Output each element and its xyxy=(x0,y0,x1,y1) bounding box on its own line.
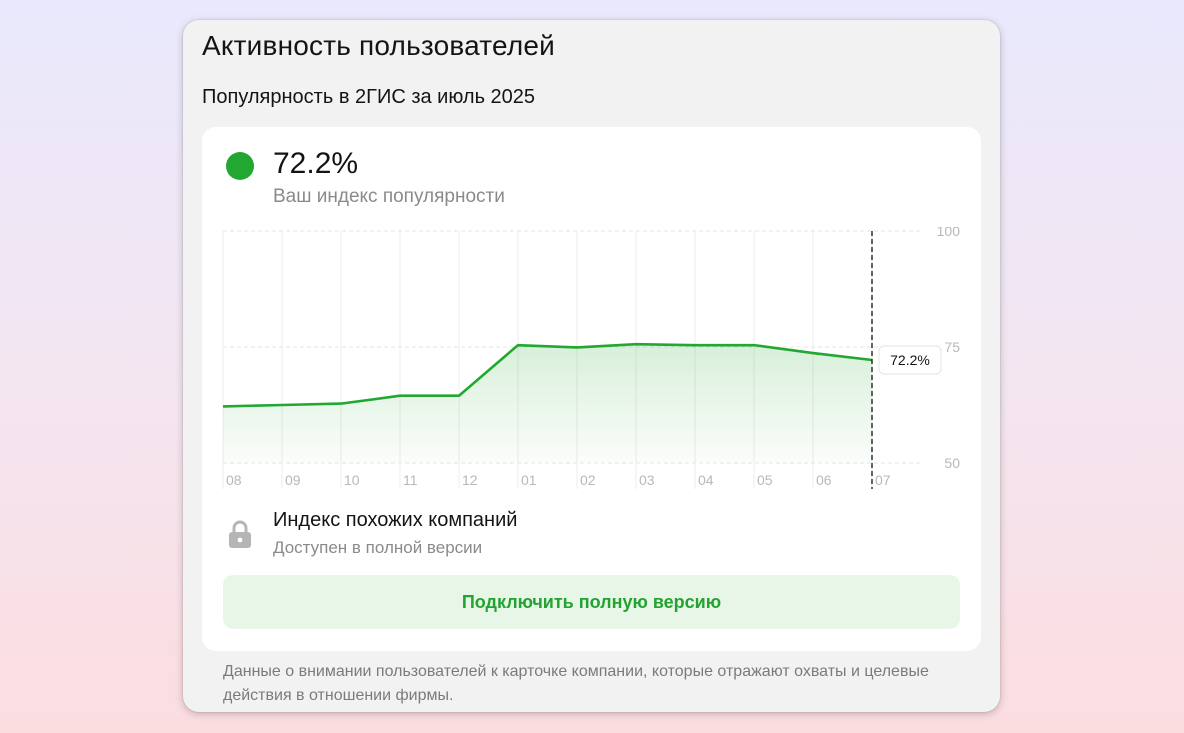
popularity-caption: Ваш индекс популярности xyxy=(273,186,505,207)
chart-ytick-label: 100 xyxy=(937,227,961,239)
panel-title: Активность пользователей xyxy=(202,30,555,61)
chart-xtick-label: 06 xyxy=(816,472,832,488)
status-dot-icon xyxy=(226,152,254,180)
chart-xtick-label: 08 xyxy=(226,472,242,488)
chart-area xyxy=(223,344,872,463)
chart-xtick-label: 05 xyxy=(757,472,773,488)
chart-current-label-text: 72.2% xyxy=(890,352,930,368)
chart-xtick-label: 04 xyxy=(698,472,714,488)
chart-x-ticks: 08 09 10 11 12 01 02 03 04 05 06 07 xyxy=(226,472,891,488)
chart-xtick-label: 12 xyxy=(462,472,478,488)
user-activity-panel: Активность пользователей Популярность в … xyxy=(183,20,1000,712)
chart-xtick-label: 07 xyxy=(875,472,891,488)
lock-icon xyxy=(229,520,251,548)
upgrade-full-version-button[interactable]: Подключить полную версию xyxy=(223,575,960,629)
chart-xtick-label: 03 xyxy=(639,472,655,488)
popularity-card: 72.2% Ваш индекс популярности 100 75 50 08… xyxy=(202,127,981,651)
chart-xtick-label: 02 xyxy=(580,472,596,488)
similar-companies-title: Индекс похожих компаний xyxy=(273,509,518,531)
chart-xtick-label: 09 xyxy=(285,472,301,488)
chart-ytick-label: 75 xyxy=(944,339,960,355)
chart-y-ticks: 100 75 50 xyxy=(937,227,961,471)
footnote-text: Данные о внимании пользователей к карточ… xyxy=(223,663,929,704)
popularity-chart: 100 75 50 08 09 10 11 12 01 02 03 04 05 06 07 72.2% xyxy=(222,227,961,489)
chart-current-label: 72.2% xyxy=(878,345,942,375)
similar-companies-caption: Доступен в полной версии xyxy=(273,538,483,557)
chart-xtick-label: 10 xyxy=(344,472,360,488)
panel-subtitle: Популярность в 2ГИС за июль 2025 xyxy=(202,86,536,108)
chart-xtick-label: 01 xyxy=(521,472,537,488)
chart-current-label-box xyxy=(878,345,942,375)
chart-ytick-label: 50 xyxy=(944,455,960,471)
chart-xtick-label: 11 xyxy=(403,472,418,488)
chart-series-line xyxy=(222,342,873,408)
popularity-value: 72.2% xyxy=(273,147,359,180)
